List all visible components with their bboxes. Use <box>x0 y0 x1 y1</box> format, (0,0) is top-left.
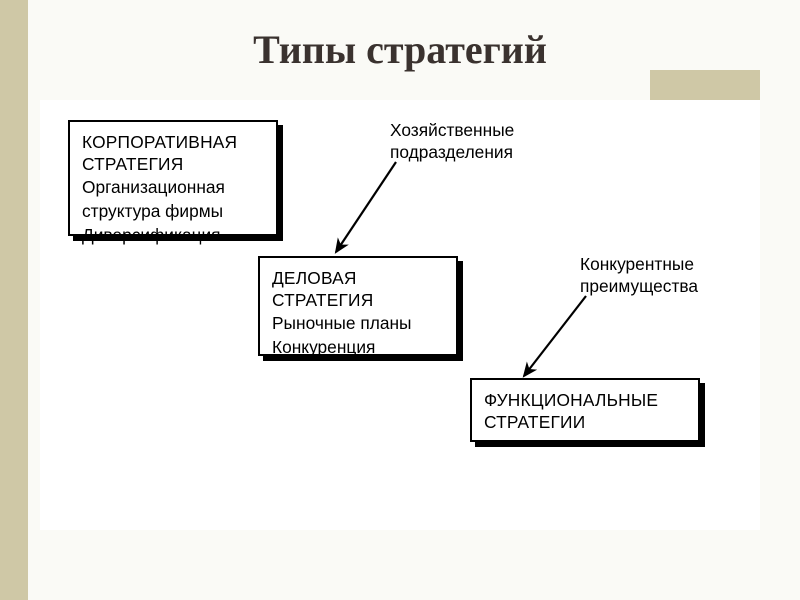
label-competitive-adv: Конкурентныепреимущества <box>580 254 698 297</box>
node-corporate-sub: Диверсификация <box>82 225 264 247</box>
label-econ-units: Хозяйственныеподразделения <box>390 120 514 163</box>
node-business-heading: СТРАТЕГИЯ <box>272 290 444 312</box>
label-econ-units-line: Хозяйственные <box>390 120 514 142</box>
node-corporate-sub: структура фирмы <box>82 201 264 223</box>
arrow-a1 <box>336 162 396 252</box>
diagram-canvas: КОРПОРАТИВНАЯСТРАТЕГИЯОрганизационнаястр… <box>40 100 760 530</box>
node-functional-heading: СТРАТЕГИИ <box>484 412 686 434</box>
page-title: Типы стратегий <box>0 26 800 73</box>
label-competitive-adv-line: Конкурентные <box>580 254 698 276</box>
node-corporate-sub: Организационная <box>82 177 264 199</box>
node-corporate: КОРПОРАТИВНАЯСТРАТЕГИЯОрганизационнаястр… <box>68 120 278 236</box>
label-econ-units-line: подразделения <box>390 142 514 164</box>
arrow-a2 <box>524 296 586 376</box>
node-corporate-heading: КОРПОРАТИВНАЯ <box>82 132 264 154</box>
node-business-heading: ДЕЛОВАЯ <box>272 268 444 290</box>
node-business-sub: Рыночные планы <box>272 313 444 335</box>
node-business-sub: Конкуренция <box>272 337 444 359</box>
node-corporate-heading: СТРАТЕГИЯ <box>82 154 264 176</box>
label-competitive-adv-line: преимущества <box>580 276 698 298</box>
node-functional-heading: ФУНКЦИОНАЛЬНЫЕ <box>484 390 686 412</box>
node-business: ДЕЛОВАЯСТРАТЕГИЯРыночные планыКонкуренци… <box>258 256 458 356</box>
decorative-sidebar <box>0 0 28 600</box>
node-functional: ФУНКЦИОНАЛЬНЫЕСТРАТЕГИИ <box>470 378 700 442</box>
